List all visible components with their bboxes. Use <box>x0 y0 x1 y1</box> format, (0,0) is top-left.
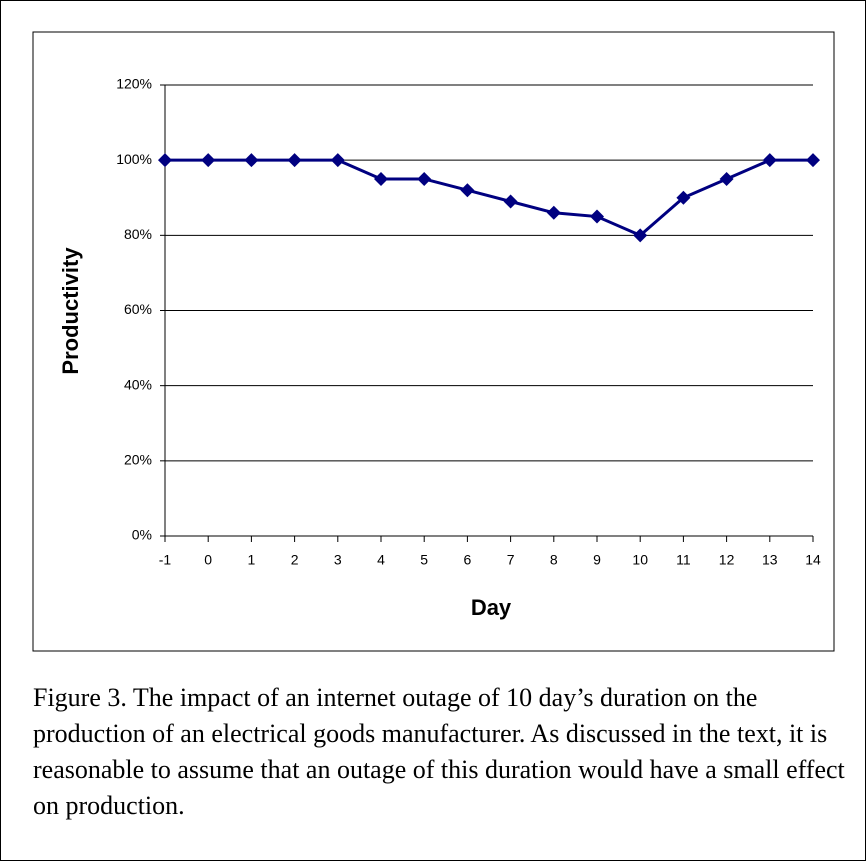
x-tick-label: 10 <box>632 552 648 568</box>
point-marker <box>330 153 345 168</box>
point-marker <box>374 171 388 186</box>
y-tick-label: 80% <box>124 226 152 242</box>
point-marker <box>460 183 475 198</box>
point-marker <box>201 153 216 168</box>
point-marker <box>417 171 432 186</box>
point-marker <box>590 209 604 224</box>
x-tick-label: 9 <box>593 552 601 568</box>
point-marker <box>503 194 518 209</box>
y-tick-label: 0% <box>132 527 152 543</box>
x-tick-label: 1 <box>248 552 256 568</box>
x-tick-label: 13 <box>762 552 778 568</box>
x-tick-label: 6 <box>464 552 472 568</box>
x-tick-label: 3 <box>334 552 342 568</box>
chart: Productivity Day 0% 20% 40% 60% 80% 100% 120% -… <box>32 31 835 652</box>
series-line <box>165 158 813 238</box>
x-tick-label: 2 <box>291 552 299 568</box>
x-tick-label: 14 <box>805 552 821 568</box>
x-tick-label: 5 <box>420 552 428 568</box>
point-marker <box>806 153 820 168</box>
point-marker <box>158 153 172 168</box>
point-marker <box>287 153 302 168</box>
point-marker <box>719 171 734 186</box>
y-tick-label: 40% <box>124 376 152 392</box>
x-tick-label: -1 <box>159 552 172 568</box>
y-tick-label: 120% <box>116 76 152 92</box>
y-axis-label: Productivity <box>58 247 83 375</box>
x-tick-label: 0 <box>204 552 212 568</box>
x-tick-label: 4 <box>377 552 385 568</box>
point-marker <box>762 153 777 168</box>
x-tick-label: 12 <box>719 552 735 568</box>
point-marker <box>546 205 561 220</box>
x-tick-label: 7 <box>507 552 515 568</box>
caption: Figure 3. The impact of an internet outa… <box>33 683 845 820</box>
y-tick-label: 20% <box>124 452 152 468</box>
point-marker <box>633 228 648 243</box>
chart-border <box>32 31 835 652</box>
y-tick-label: 60% <box>124 301 152 317</box>
point-marker <box>244 153 259 168</box>
x-tick-label: 8 <box>550 552 558 568</box>
point-marker <box>676 190 691 205</box>
x-tick-label: 11 <box>676 552 691 568</box>
y-tick-label: 100% <box>116 151 152 167</box>
x-axis-label: Day <box>471 595 512 620</box>
